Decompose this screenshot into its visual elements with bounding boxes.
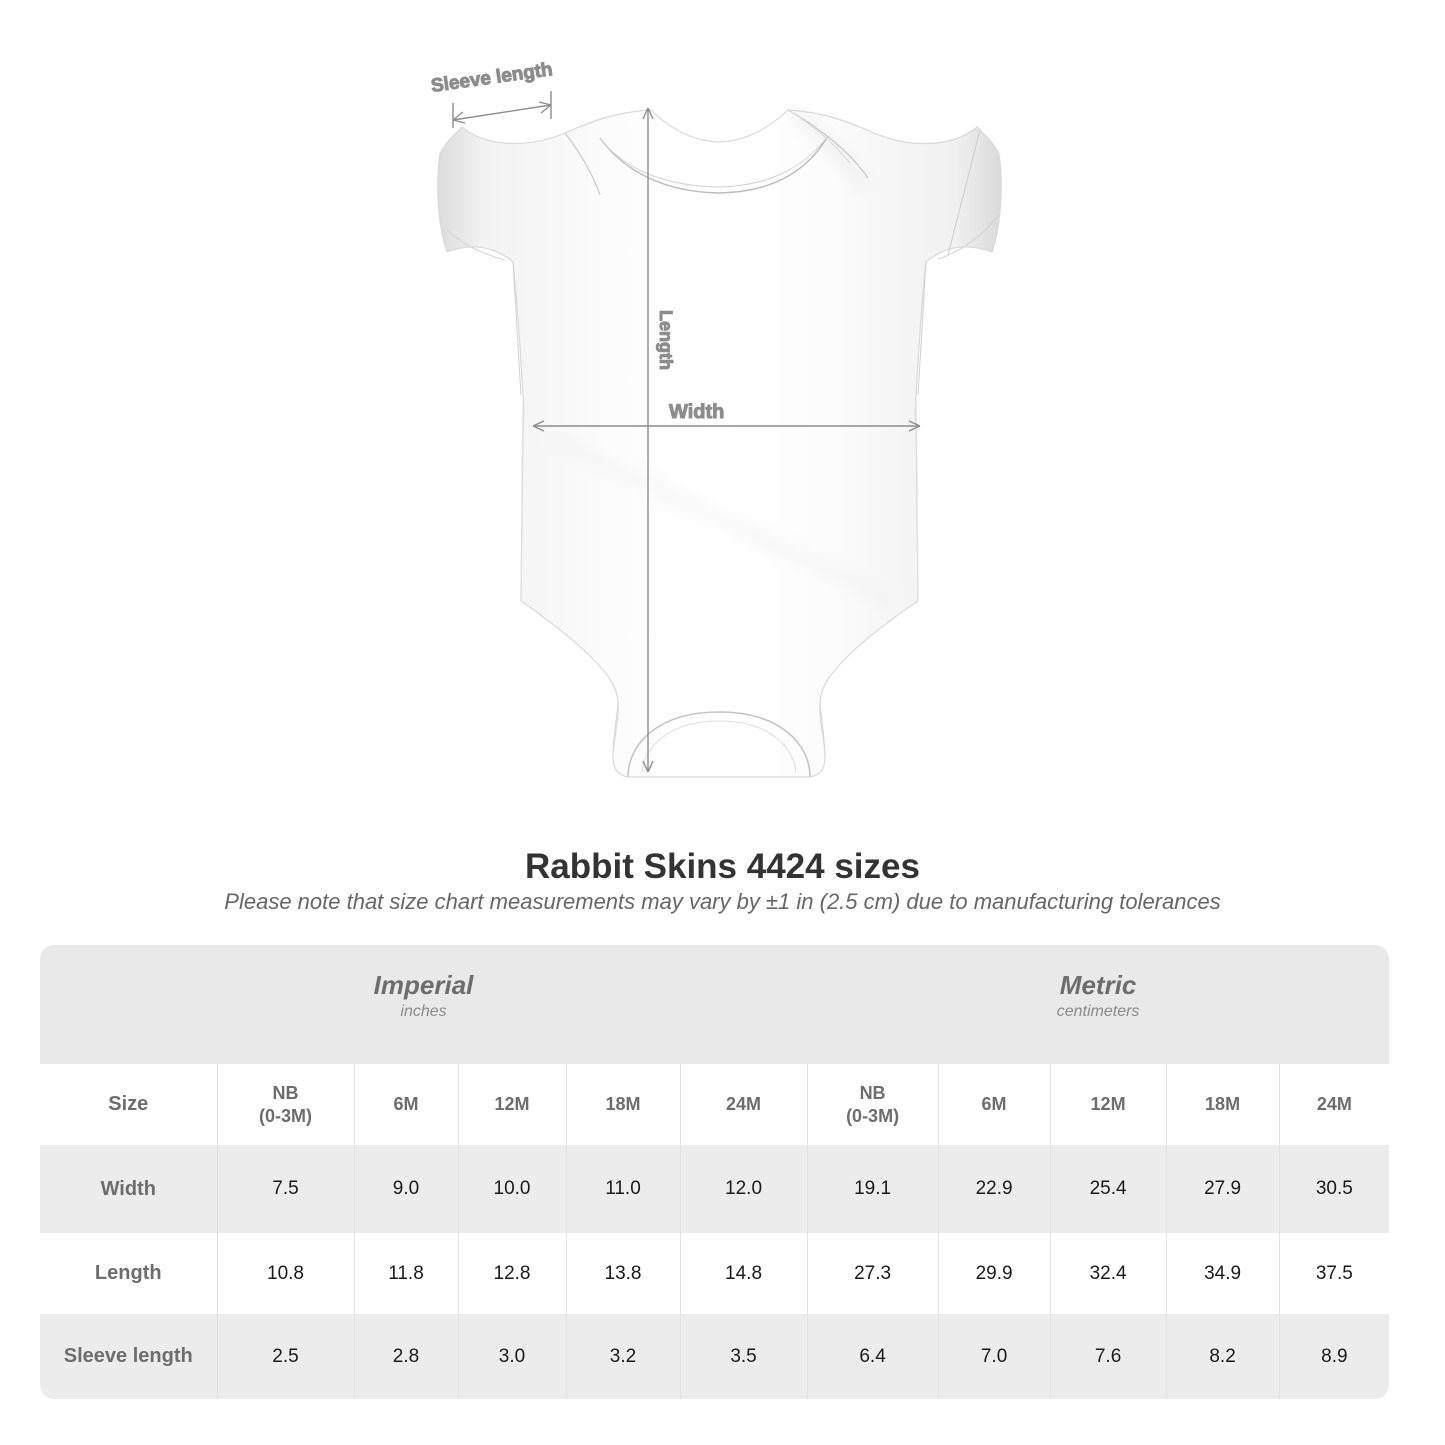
svg-text:Width: Width (669, 401, 724, 423)
svg-text:Sleeve length: Sleeve length (430, 59, 554, 97)
svg-text:Length: Length (656, 310, 676, 370)
